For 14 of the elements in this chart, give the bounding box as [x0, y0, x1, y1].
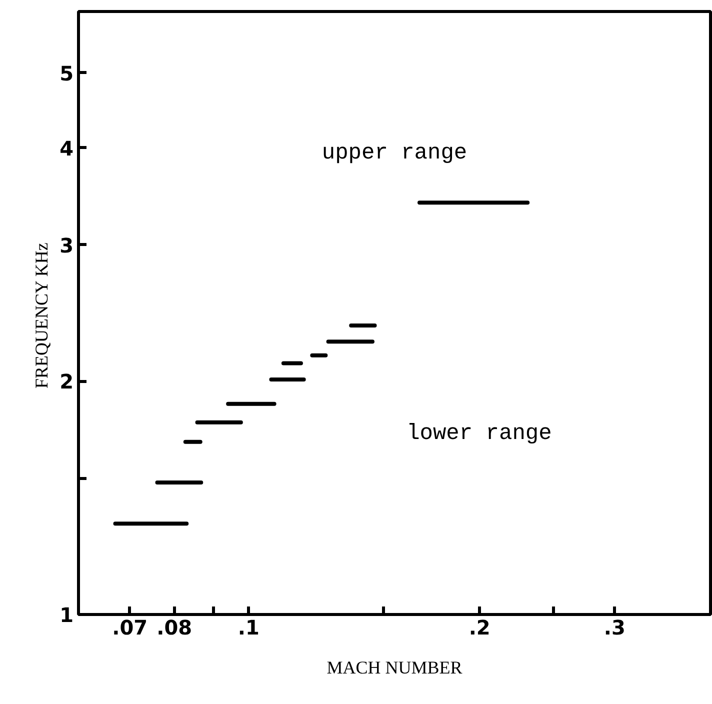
- y-tick-label: 5: [60, 61, 74, 86]
- x-tick-label: .08: [156, 616, 192, 640]
- x-axis-title: MACH NUMBER: [326, 658, 462, 678]
- y-tick-label: 4: [60, 136, 74, 160]
- x-tick-label: .3: [604, 616, 626, 640]
- y-tick-label: 1: [60, 603, 74, 627]
- x-tick-label: .2: [468, 616, 490, 640]
- annotation: upper range: [322, 140, 468, 166]
- y-tick-label: 3: [60, 233, 74, 258]
- y-tick-label: 2: [60, 370, 74, 394]
- x-tick-label: .07: [112, 616, 148, 640]
- annotation: lower range: [406, 421, 552, 446]
- y-axis-title: FREQUENCY KHz: [32, 242, 52, 388]
- x-tick-label: .1: [238, 616, 260, 640]
